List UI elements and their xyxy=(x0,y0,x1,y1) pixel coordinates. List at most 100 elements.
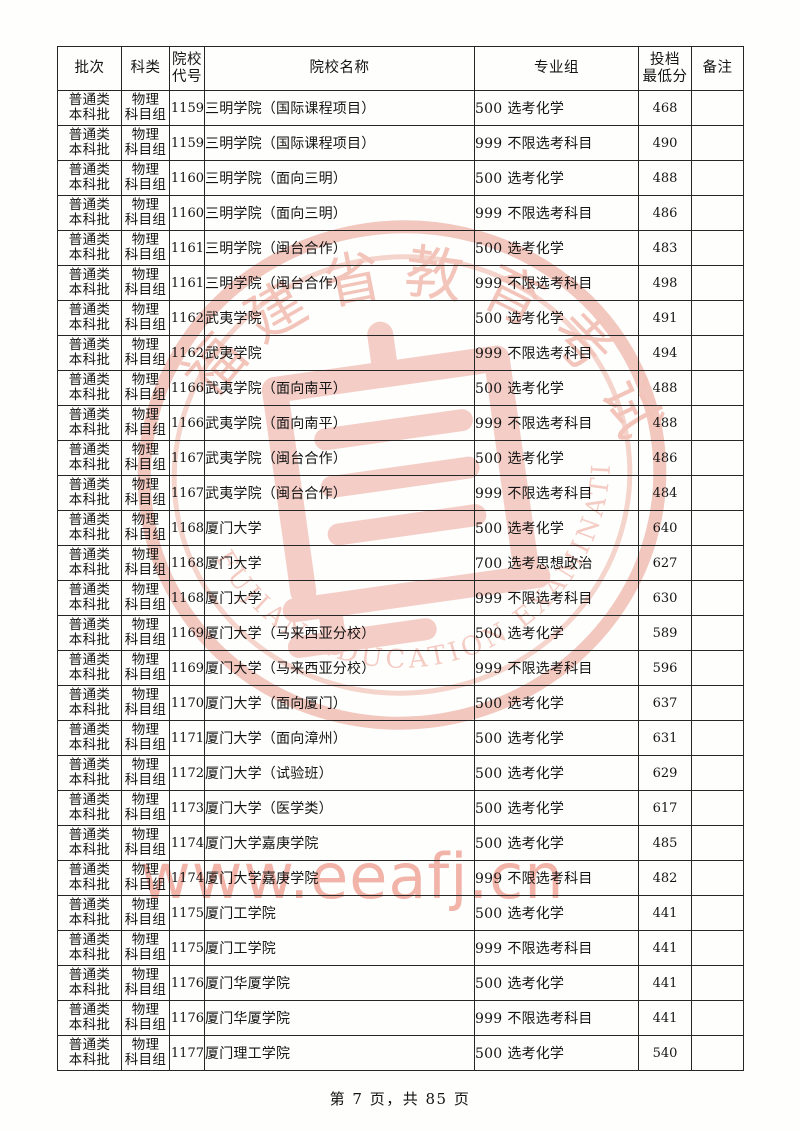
category-line-1: 物理 xyxy=(131,652,160,669)
cell-batch: 普通类 本科批 xyxy=(57,615,122,651)
cell-school-code: 1159 xyxy=(169,90,205,126)
cell-category: 物理 科目组 xyxy=(121,1035,170,1071)
category-line-2: 科目组 xyxy=(124,317,167,333)
cell-major-group: 999 不限选考科目 xyxy=(474,930,639,966)
major-group-name: 选考化学 xyxy=(507,311,565,327)
cell-major-group: 500 选考化学 xyxy=(474,720,639,756)
cell-major-group: 500 选考化学 xyxy=(474,230,639,266)
cell-school-code: 1168 xyxy=(169,510,205,546)
category-line-1: 物理 xyxy=(131,582,160,599)
cell-remark xyxy=(691,685,744,721)
table-row: 普通类 本科批 物理 科目组 1174 厦门大学嘉庚学院 500 选考化学 485 xyxy=(57,825,744,861)
cell-category: 物理 科目组 xyxy=(121,160,170,196)
batch-line-2: 本科批 xyxy=(68,597,111,613)
cell-school-name: 厦门大学嘉庚学院 xyxy=(204,860,475,896)
cell-batch: 普通类 本科批 xyxy=(57,965,122,1001)
cell-remark xyxy=(691,790,744,826)
cell-category: 物理 科目组 xyxy=(121,265,170,301)
cell-school-code: 1160 xyxy=(169,195,205,231)
cell-major-group: 500 选考化学 xyxy=(474,685,639,721)
major-group-code: 500 xyxy=(475,381,503,397)
cell-min-score: 468 xyxy=(638,90,692,126)
cell-batch: 普通类 本科批 xyxy=(57,300,122,336)
cell-min-score: 494 xyxy=(638,335,692,371)
major-group-code: 500 xyxy=(475,1046,503,1062)
category-line-2: 科目组 xyxy=(124,737,167,753)
category-line-1: 物理 xyxy=(131,232,160,249)
major-group-name: 不限选考科目 xyxy=(507,346,593,362)
cell-category: 物理 科目组 xyxy=(121,545,170,581)
cell-batch: 普通类 本科批 xyxy=(57,1035,122,1071)
batch-line-2: 本科批 xyxy=(68,702,111,718)
batch-line-1: 普通类 xyxy=(68,232,111,249)
category-line-2: 科目组 xyxy=(124,282,167,298)
category-line-2: 科目组 xyxy=(124,212,167,228)
batch-line-2: 本科批 xyxy=(68,422,111,438)
cell-school-name: 厦门大学 xyxy=(204,510,475,546)
batch-line-1: 普通类 xyxy=(68,442,111,459)
category-line-1: 物理 xyxy=(131,302,160,319)
cell-category: 物理 科目组 xyxy=(121,1000,170,1036)
major-group-code: 500 xyxy=(475,241,503,257)
cell-major-group: 999 不限选考科目 xyxy=(474,1000,639,1036)
cell-major-group: 999 不限选考科目 xyxy=(474,265,639,301)
table-row: 普通类 本科批 物理 科目组 1175 厦门工学院 999 不限选考科目 441 xyxy=(57,930,744,966)
cell-min-score: 483 xyxy=(638,230,692,266)
batch-line-1: 普通类 xyxy=(68,337,111,354)
batch-line-1: 普通类 xyxy=(68,617,111,634)
batch-line-1: 普通类 xyxy=(68,932,111,949)
category-line-1: 物理 xyxy=(131,897,160,914)
cell-major-group: 999 不限选考科目 xyxy=(474,125,639,161)
col-header-school-code: 院校 代号 xyxy=(169,46,205,91)
cell-batch: 普通类 本科批 xyxy=(57,860,122,896)
cell-major-group: 500 选考化学 xyxy=(474,510,639,546)
cell-min-score: 484 xyxy=(638,475,692,511)
batch-line-2: 本科批 xyxy=(68,807,111,823)
cell-min-score: 640 xyxy=(638,510,692,546)
category-line-2: 科目组 xyxy=(124,667,167,683)
cell-category: 物理 科目组 xyxy=(121,965,170,1001)
batch-line-2: 本科批 xyxy=(68,737,111,753)
cell-batch: 普通类 本科批 xyxy=(57,790,122,826)
cell-school-code: 1166 xyxy=(169,405,205,441)
cell-remark xyxy=(691,300,744,336)
admission-score-table: 批次 科类 院校 代号 院校名称 专业组 投档 最低分 xyxy=(57,46,744,1071)
table-row: 普通类 本科批 物理 科目组 1167 武夷学院（闽台合作） 500 选考化学 486 xyxy=(57,440,744,476)
cell-category: 物理 科目组 xyxy=(121,930,170,966)
major-group-code: 500 xyxy=(475,976,503,992)
cell-school-name: 厦门大学 xyxy=(204,580,475,616)
major-group-code: 999 xyxy=(475,661,503,677)
cell-min-score: 491 xyxy=(638,300,692,336)
col-header-batch: 批次 xyxy=(57,46,122,91)
cell-category: 物理 科目组 xyxy=(121,405,170,441)
batch-line-2: 本科批 xyxy=(68,772,111,788)
cell-batch: 普通类 本科批 xyxy=(57,825,122,861)
major-group-name: 不限选考科目 xyxy=(507,941,593,957)
cell-remark xyxy=(691,1035,744,1071)
batch-line-2: 本科批 xyxy=(68,177,111,193)
table-row: 普通类 本科批 物理 科目组 1169 厦门大学（马来西亚分校） 500 选考化学 589 xyxy=(57,615,744,651)
cell-major-group: 500 选考化学 xyxy=(474,1035,639,1071)
major-group-name: 不限选考科目 xyxy=(507,206,593,222)
cell-min-score: 631 xyxy=(638,720,692,756)
category-line-2: 科目组 xyxy=(124,1052,167,1068)
major-group-name: 选考化学 xyxy=(507,1046,565,1062)
score-table-container: 批次 科类 院校 代号 院校名称 专业组 投档 最低分 xyxy=(57,46,744,1071)
cell-min-score: 485 xyxy=(638,825,692,861)
cell-category: 物理 科目组 xyxy=(121,510,170,546)
cell-remark xyxy=(691,930,744,966)
cell-category: 物理 科目组 xyxy=(121,475,170,511)
category-line-2: 科目组 xyxy=(124,947,167,963)
cell-remark xyxy=(691,230,744,266)
cell-school-name: 三明学院（面向三明） xyxy=(204,160,475,196)
cell-batch: 普通类 本科批 xyxy=(57,195,122,231)
category-line-2: 科目组 xyxy=(124,247,167,263)
cell-school-name: 厦门工学院 xyxy=(204,930,475,966)
cell-batch: 普通类 本科批 xyxy=(57,650,122,686)
major-group-code: 999 xyxy=(475,416,503,432)
category-line-1: 物理 xyxy=(131,792,160,809)
cell-major-group: 999 不限选考科目 xyxy=(474,860,639,896)
cell-category: 物理 科目组 xyxy=(121,440,170,476)
cell-min-score: 596 xyxy=(638,650,692,686)
category-line-2: 科目组 xyxy=(124,912,167,928)
